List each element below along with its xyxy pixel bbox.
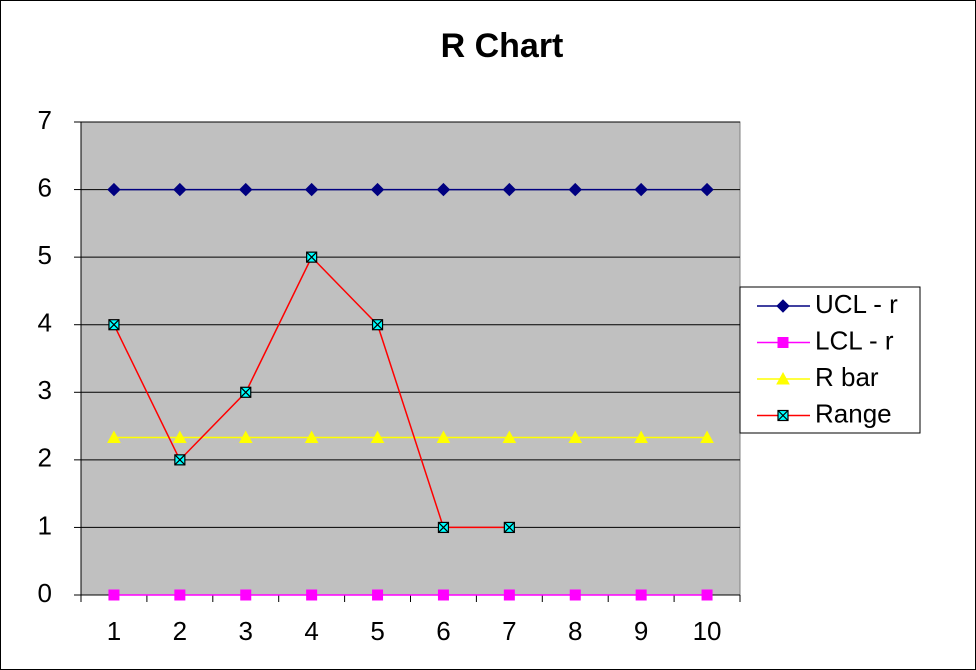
marker bbox=[108, 589, 120, 601]
y-tick-label: 0 bbox=[38, 578, 52, 608]
legend bbox=[739, 286, 921, 434]
marker bbox=[370, 430, 385, 444]
marker bbox=[437, 521, 450, 534]
y-tick-label: 3 bbox=[38, 375, 52, 405]
marker bbox=[173, 182, 187, 197]
marker bbox=[174, 589, 186, 601]
legend-label: Range bbox=[815, 398, 892, 428]
marker bbox=[635, 589, 647, 601]
legend-label: R bar bbox=[815, 362, 879, 392]
x-tick-label: 3 bbox=[239, 616, 253, 646]
marker bbox=[436, 430, 451, 444]
marker bbox=[568, 430, 583, 444]
marker bbox=[174, 454, 186, 466]
marker bbox=[777, 337, 789, 348]
x-tick-label: 10 bbox=[693, 616, 722, 646]
marker bbox=[240, 589, 252, 601]
plot-area bbox=[80, 121, 741, 596]
marker bbox=[107, 182, 121, 197]
marker bbox=[304, 182, 319, 197]
marker bbox=[108, 319, 120, 331]
marker bbox=[701, 589, 713, 601]
marker bbox=[700, 430, 714, 444]
chart-title: R Chart bbox=[441, 27, 564, 65]
marker bbox=[634, 182, 648, 197]
y-tick-label: 4 bbox=[38, 308, 52, 338]
marker bbox=[372, 589, 384, 601]
marker bbox=[370, 182, 385, 197]
marker bbox=[436, 182, 451, 197]
marker bbox=[304, 430, 319, 444]
marker bbox=[502, 430, 517, 444]
x-tick-label: 4 bbox=[304, 616, 318, 646]
marker bbox=[107, 430, 121, 444]
x-tick-label: 1 bbox=[107, 616, 121, 646]
marker bbox=[240, 386, 252, 398]
marker bbox=[569, 589, 581, 601]
marker bbox=[173, 430, 187, 444]
legend-label: UCL - r bbox=[815, 289, 898, 319]
marker bbox=[502, 182, 517, 197]
marker bbox=[239, 182, 253, 197]
y-tick-label: 6 bbox=[38, 172, 52, 202]
x-tick-label: 8 bbox=[568, 616, 582, 646]
y-tick-label: 1 bbox=[38, 510, 52, 540]
x-tick-label: 5 bbox=[370, 616, 384, 646]
y-tick-label: 7 bbox=[38, 105, 52, 135]
marker bbox=[371, 319, 384, 331]
legend-label: LCL - r bbox=[815, 325, 894, 355]
marker bbox=[776, 299, 790, 313]
y-tick-label: 2 bbox=[38, 443, 52, 473]
marker bbox=[238, 430, 253, 444]
marker bbox=[503, 589, 515, 601]
marker bbox=[437, 589, 449, 601]
x-tick-label: 6 bbox=[436, 616, 450, 646]
marker bbox=[568, 182, 582, 197]
marker bbox=[503, 521, 515, 534]
marker bbox=[306, 589, 318, 601]
marker bbox=[700, 182, 714, 197]
x-tick-label: 9 bbox=[634, 616, 648, 646]
marker bbox=[306, 251, 318, 263]
marker bbox=[634, 430, 648, 444]
marker bbox=[776, 371, 790, 385]
x-tick-label: 7 bbox=[502, 616, 516, 646]
marker bbox=[777, 409, 789, 422]
y-tick-label: 5 bbox=[38, 240, 52, 270]
x-tick-label: 2 bbox=[173, 616, 187, 646]
